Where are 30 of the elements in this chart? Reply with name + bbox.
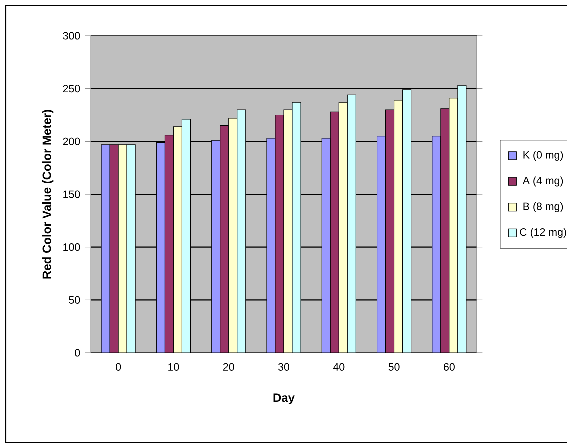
y-tick-label: 150 (64, 190, 80, 198)
x-tick-label: 10 (168, 363, 180, 371)
bar (182, 119, 191, 353)
x-tick-label: 20 (223, 363, 234, 371)
y-tick-label: 250 (63, 85, 80, 93)
bar (402, 90, 412, 353)
legend-label: B (8 mg) (524, 202, 564, 212)
x-tick-label: 30 (278, 363, 290, 371)
x-tick-label: 60 (444, 363, 455, 371)
legend-label: A (4 mg) (522, 176, 564, 187)
bar (440, 108, 450, 353)
x-tick-label: 40 (333, 363, 345, 371)
bar (126, 144, 136, 353)
bar (220, 126, 230, 353)
y-tick-label: 300 (63, 32, 80, 40)
legend-label: C (12 mg) (520, 228, 566, 238)
y-tick-label: 200 (63, 138, 80, 146)
x-tick-label: 0 (116, 363, 122, 371)
y-tick-label: 100 (64, 244, 80, 252)
x-axis-title: Day (274, 394, 295, 405)
legend-label: K (0 mg) (524, 151, 564, 161)
bar (386, 110, 395, 353)
y-tick-label: 0 (75, 349, 80, 357)
bar (347, 94, 356, 353)
y-tick-label: 50 (69, 296, 80, 304)
bar (164, 135, 174, 353)
y-axis-title: Red Color Value (Color Meter) (42, 110, 54, 279)
bar (237, 110, 246, 353)
bar (330, 112, 340, 353)
x-tick-label: 50 (388, 363, 400, 371)
